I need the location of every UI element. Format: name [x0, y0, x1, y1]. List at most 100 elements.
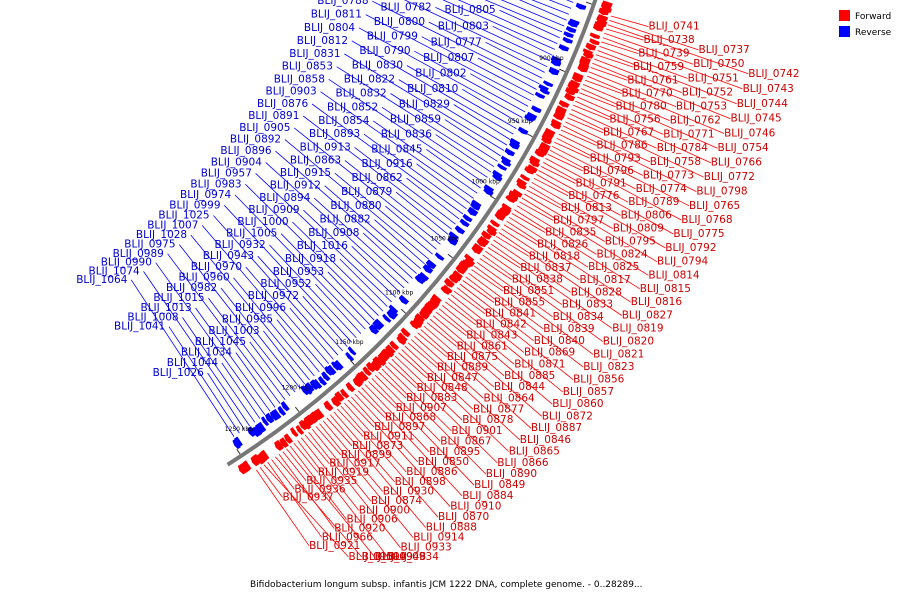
forward-gene-label: BLIJ_0737	[699, 44, 750, 56]
reverse-gene-label: BLIJ_1003	[208, 325, 259, 337]
reverse-gene-label: BLIJ_0863	[290, 154, 341, 166]
label-connector	[498, 232, 622, 316]
forward-gene-arrow	[252, 453, 262, 465]
forward-gene-arrow	[376, 355, 387, 367]
forward-gene-label: BLIJ_0795	[605, 236, 656, 248]
forward-gene-label: BLIJ_0827	[622, 310, 673, 322]
label-connector	[410, 339, 521, 441]
reverse-gene-arrow	[434, 252, 445, 261]
forward-gene-label: BLIJ_0934	[388, 551, 440, 563]
label-connector	[519, 201, 554, 221]
forward-gene-label: BLIJ_0797	[553, 214, 604, 226]
forward-gene-label: BLIJ_0744	[737, 98, 789, 110]
reverse-gene-label: BLIJ_1045	[195, 336, 246, 348]
label-connector	[398, 79, 508, 146]
reverse-gene-arrow	[388, 308, 399, 318]
label-connector	[265, 162, 405, 289]
label-connector	[190, 234, 310, 381]
tick-mark	[526, 133, 533, 138]
forward-gene-label: BLIJ_0933	[401, 542, 452, 554]
label-connector	[565, 121, 650, 163]
forward-gene-arrow	[577, 64, 589, 73]
forward-gene-arrow	[371, 359, 382, 370]
reverse-gene-arrow	[326, 364, 337, 376]
forward-gene-arrow	[452, 270, 463, 280]
forward-gene-label: BLIJ_0819	[612, 323, 663, 335]
reverse-gene-label: BLIJ_0853	[282, 61, 333, 73]
forward-gene-arrow	[384, 347, 395, 358]
label-connector	[602, 37, 743, 90]
forward-gene-arrow	[345, 382, 356, 393]
tick-label: 950 kbp	[508, 118, 533, 125]
reverse-gene-label: BLIJ_0777	[431, 36, 482, 48]
reverse-gene-label: BLIJ_0975	[124, 239, 175, 251]
forward-gene-arrow	[568, 85, 580, 94]
reverse-gene-label: BLIJ_1034	[181, 347, 233, 359]
reverse-gene-label: BLIJ_0788	[317, 0, 368, 7]
label-connector	[381, 106, 488, 178]
label-connector	[249, 341, 291, 397]
reverse-gene-label: BLIJ_0999	[169, 199, 220, 211]
reverse-gene-arrow	[386, 310, 397, 320]
reverse-gene-arrow	[269, 410, 280, 421]
label-connector	[327, 271, 375, 321]
forward-gene-label: BLIJ_0791	[576, 178, 627, 190]
reverse-gene-label: BLIJ_1064	[76, 274, 128, 286]
forward-gene-arrow	[400, 327, 411, 338]
forward-gene-arrow	[409, 320, 420, 330]
forward-gene-label: BLIJ_0754	[718, 142, 770, 154]
label-connector	[385, 205, 437, 250]
label-connector	[293, 127, 441, 245]
forward-gene-label: BLIJ_0849	[474, 479, 525, 491]
forward-gene-label: BLIJ_0877	[473, 403, 524, 415]
label-connector	[417, 332, 448, 358]
gene-arrows	[232, 0, 613, 475]
forward-gene-arrow	[243, 460, 252, 471]
label-connector	[381, 368, 487, 475]
tick-label: 1200 kbp	[282, 385, 310, 392]
reverse-gene-label: BLIJ_1015	[153, 292, 204, 304]
label-connector	[362, 232, 413, 279]
forward-gene-arrow	[305, 414, 316, 426]
forward-gene-label: BLIJ_0761	[627, 74, 678, 86]
forward-gene-label: BLIJ_0746	[724, 128, 776, 140]
reverse-gene-arrow	[483, 184, 495, 193]
label-connector	[340, 405, 439, 518]
tick-label: 1250 kbp	[225, 426, 253, 433]
label-connector	[337, 408, 364, 437]
reverse-gene-arrow	[448, 234, 459, 244]
forward-gene-label: BLIJ_0921	[309, 540, 360, 552]
label-connector	[365, 14, 532, 102]
legend-reverse-swatch	[839, 26, 850, 37]
reverse-gene-label: BLIJ_0894	[259, 192, 311, 204]
forward-gene-arrow	[496, 209, 507, 219]
reverse-gene-label: BLIJ_0854	[318, 115, 370, 127]
reverse-gene-label: BLIJ_0822	[344, 74, 395, 86]
label-connector	[538, 170, 621, 216]
reverse-gene-arrow	[388, 304, 399, 314]
label-connector	[554, 141, 590, 159]
forward-gene-arrow	[295, 424, 305, 435]
forward-gene-arrow	[494, 211, 506, 221]
label-connector	[432, 315, 505, 377]
forward-gene-arrow	[551, 118, 562, 127]
label-connector	[328, 78, 485, 184]
reverse-gene-label: BLIJ_0852	[327, 101, 378, 113]
label-connector	[354, 393, 419, 463]
forward-gene-arrow	[471, 244, 483, 255]
label-connector	[586, 75, 725, 134]
label-connector	[308, 431, 401, 548]
forward-gene-arrow	[290, 427, 299, 437]
forward-gene-arrow	[524, 166, 535, 175]
forward-gene-arrow	[550, 121, 562, 130]
label-connector	[235, 352, 276, 408]
legend-reverse-label: Reverse	[855, 28, 892, 38]
reverse-gene-label: BLIJ_0858	[274, 73, 325, 85]
reverse-gene-arrow	[251, 427, 260, 438]
tick-label: 1000 kbp	[472, 179, 500, 186]
label-connector	[394, 355, 463, 421]
reverse-gene-label: BLIJ_0909	[248, 204, 299, 216]
forward-gene-label: BLIJ_0887	[531, 422, 582, 434]
forward-gene-arrow	[539, 141, 551, 151]
forward-gene-label: BLIJ_0907	[396, 402, 447, 414]
